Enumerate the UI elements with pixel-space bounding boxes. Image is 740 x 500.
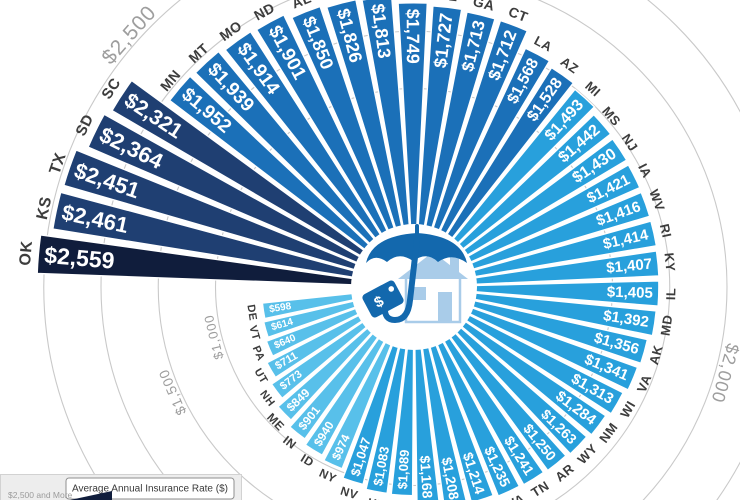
state-label-MD: MD [657, 314, 675, 337]
value-label-MD: $1,392 [602, 307, 650, 331]
state-label-AK: AK [646, 343, 666, 366]
state-label-HI: HI [367, 495, 382, 500]
state-label-VT: VT [246, 324, 262, 342]
state-label-CT: CT [506, 3, 530, 25]
state-label-GA: GA [471, 0, 496, 14]
state-label-AL: AL [289, 0, 313, 12]
state-label-LA: LA [532, 33, 555, 55]
state-label-WI: WI [617, 398, 638, 420]
state-label-IA: IA [635, 161, 655, 180]
state-label-IL: IL [663, 287, 678, 300]
state-label-MI: MI [582, 78, 604, 99]
legend-item-label: $2,500 and More [8, 490, 73, 500]
ring-label-1000: $1,000 [201, 313, 227, 361]
state-label-FL: FL [439, 0, 459, 4]
value-label-KY: $1,407 [606, 256, 653, 277]
state-label-TX: TX [47, 151, 70, 177]
legend-swatch-2500-and-more [70, 491, 112, 500]
state-label-UT: UT [251, 366, 269, 386]
state-label-DE: DE [244, 304, 258, 322]
state-label-NH: NH [257, 388, 277, 409]
state-label-TN: TN [528, 478, 552, 500]
value-label-OK: $2,559 [43, 242, 115, 274]
state-label-NY: NY [317, 466, 339, 486]
price-tag-icon: $ [362, 280, 404, 318]
state-label-WV: WV [646, 187, 668, 213]
value-label-NE: $1,749 [403, 9, 423, 64]
state-label-OK: OK [17, 240, 36, 266]
value-label-MA: $1,208 [439, 456, 463, 500]
value-label-OR: $1,168 [417, 455, 436, 499]
state-label-NV: NV [339, 484, 360, 500]
state-label-WA: WA [501, 491, 527, 500]
grid-ring-2000 [100, 0, 728, 500]
state-label-NJ: NJ [619, 131, 641, 154]
state-label-KS: KS [34, 195, 55, 221]
state-label-VA: VA [634, 372, 655, 395]
value-label-NC: $1,089 [395, 449, 412, 490]
center-medallion: $ [351, 224, 477, 350]
state-label-PA: PA [250, 344, 267, 363]
grid-ring-2500 [43, 0, 740, 500]
state-label-ID: ID [298, 451, 316, 470]
value-label-DE: $598 [268, 301, 292, 315]
legend: Average Annual Insurance Rate ($) $2,500… [0, 474, 242, 500]
ring-label-1500: $1,500 [155, 367, 189, 418]
state-label-KY: KY [662, 252, 679, 272]
value-label-HI: $1,083 [370, 445, 392, 487]
state-label-RI: RI [657, 222, 675, 239]
legend-title: Average Annual Insurance Rate ($) [72, 484, 228, 495]
ring-label-2500: $2,500 [97, 1, 161, 69]
state-wedges [36, 0, 660, 500]
value-label-IL: $1,405 [607, 284, 653, 302]
ring-label-2000: $2,000 [707, 341, 740, 405]
umbrella-icon [366, 224, 467, 324]
